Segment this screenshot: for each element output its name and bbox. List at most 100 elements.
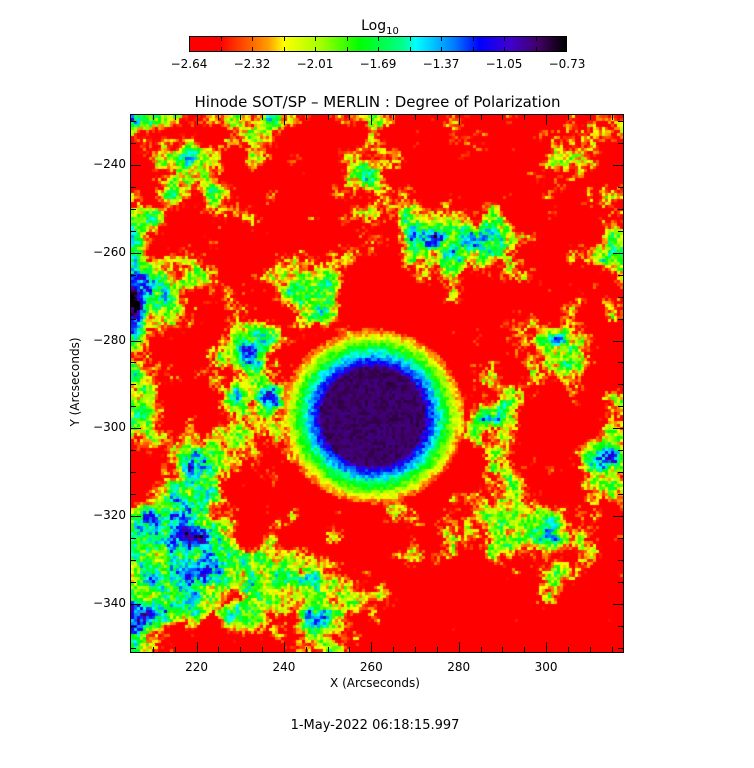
- colorbar-tick-label: −2.64: [170, 57, 208, 71]
- colorbar-tick-mark: [252, 47, 253, 51]
- colorbar-tick-label: −1.37: [422, 57, 460, 71]
- y-tick-label: −280: [93, 332, 126, 347]
- colorbar-tick-mark: [346, 47, 348, 51]
- tick-mark: [618, 515, 623, 517]
- tick-mark: [618, 472, 623, 474]
- tick-mark: [131, 340, 141, 342]
- colorbar-tick-mark: [441, 47, 442, 51]
- tick-mark: [240, 647, 242, 652]
- tick-mark: [618, 318, 623, 320]
- tick-mark: [618, 252, 623, 254]
- observation-timestamp: 1-May-2022 06:18:15.997: [290, 718, 460, 733]
- colorbar-tick-mark: [535, 47, 537, 51]
- tick-mark: [502, 115, 504, 120]
- tick-mark: [611, 115, 613, 120]
- tick-mark: [480, 647, 482, 652]
- tick-mark: [131, 625, 136, 627]
- colorbar-label: Log10: [361, 18, 399, 37]
- colorbar-tick-mark: [504, 37, 505, 41]
- tick-mark: [618, 384, 623, 386]
- tick-mark: [131, 450, 136, 452]
- tick-mark: [131, 165, 136, 166]
- tick-mark: [415, 647, 416, 652]
- tick-mark: [131, 318, 136, 320]
- colorbar-tick-mark: [220, 47, 222, 51]
- colorbar-tick-label: −1.69: [359, 57, 397, 71]
- tick-mark: [131, 208, 136, 210]
- colorbar-tick-label: −0.73: [548, 57, 586, 71]
- tick-mark: [618, 230, 623, 232]
- colorbar-tick-mark: [220, 37, 222, 41]
- tick-mark: [131, 121, 136, 123]
- tick-mark: [305, 115, 307, 120]
- tick-mark: [131, 472, 136, 474]
- tick-mark: [436, 647, 438, 652]
- tick-mark: [349, 115, 351, 120]
- y-tick-label: −300: [93, 420, 126, 435]
- tick-mark: [218, 115, 220, 120]
- colorbar-tick-mark: [378, 47, 379, 51]
- colorbar-tick-mark: [535, 37, 537, 41]
- x-tick-label: 240: [272, 660, 296, 674]
- colorbar-tick-mark: [504, 47, 505, 51]
- tick-mark: [196, 115, 198, 120]
- tick-mark: [131, 274, 136, 276]
- colorbar-tick-label: −1.05: [485, 57, 523, 71]
- tick-mark: [480, 115, 482, 120]
- tick-mark: [393, 115, 395, 120]
- y-tick-label: −320: [93, 507, 126, 522]
- tick-mark: [618, 625, 623, 627]
- colorbar-tick-mark: [441, 37, 442, 41]
- tick-mark: [589, 647, 591, 652]
- tick-mark: [618, 296, 623, 298]
- tick-mark: [131, 603, 136, 605]
- tick-mark: [567, 647, 569, 652]
- tick-mark: [618, 362, 623, 364]
- tick-mark: [327, 115, 329, 120]
- tick-mark: [131, 428, 136, 430]
- y-axis-label: Y (Arcseconds): [68, 337, 82, 427]
- tick-mark: [131, 252, 136, 254]
- tick-mark: [131, 559, 136, 561]
- colorbar-tick-label: −2.01: [296, 57, 334, 71]
- tick-mark: [131, 165, 141, 166]
- tick-mark: [436, 115, 438, 120]
- tick-mark: [131, 581, 136, 583]
- tick-mark: [371, 115, 373, 125]
- tick-mark: [131, 296, 136, 298]
- tick-mark: [131, 515, 141, 517]
- colorbar-tick-mark: [472, 47, 474, 51]
- tick-mark: [618, 559, 623, 561]
- chart-title: Hinode SOT/SP – MERLIN : Degree of Polar…: [194, 93, 561, 111]
- colorbar-tick-mark: [283, 37, 285, 41]
- tick-mark: [283, 647, 285, 652]
- tick-mark: [618, 494, 623, 496]
- colorbar-tick-mark: [346, 37, 348, 41]
- tick-mark: [618, 143, 623, 145]
- tick-mark: [327, 647, 329, 652]
- tick-mark: [618, 165, 623, 166]
- tick-mark: [546, 115, 548, 125]
- tick-mark: [174, 647, 176, 652]
- tick-mark: [196, 115, 198, 125]
- tick-mark: [131, 384, 136, 386]
- tick-mark: [131, 515, 136, 517]
- colorbar: [189, 36, 567, 52]
- tick-mark: [458, 647, 460, 652]
- x-tick-label: 280: [447, 660, 471, 674]
- tick-mark: [131, 143, 136, 145]
- tick-mark: [371, 115, 373, 120]
- tick-mark: [618, 121, 623, 123]
- tick-mark: [218, 647, 220, 652]
- tick-mark: [618, 450, 623, 452]
- tick-mark: [458, 115, 460, 120]
- polarization-map: [131, 115, 623, 652]
- tick-mark: [618, 537, 623, 539]
- tick-mark: [611, 647, 613, 652]
- y-tick-label: −240: [93, 157, 126, 171]
- tick-mark: [618, 581, 623, 583]
- tick-mark: [283, 115, 285, 125]
- tick-mark: [131, 252, 141, 254]
- tick-mark: [524, 115, 526, 120]
- x-tick-label: 260: [359, 660, 383, 674]
